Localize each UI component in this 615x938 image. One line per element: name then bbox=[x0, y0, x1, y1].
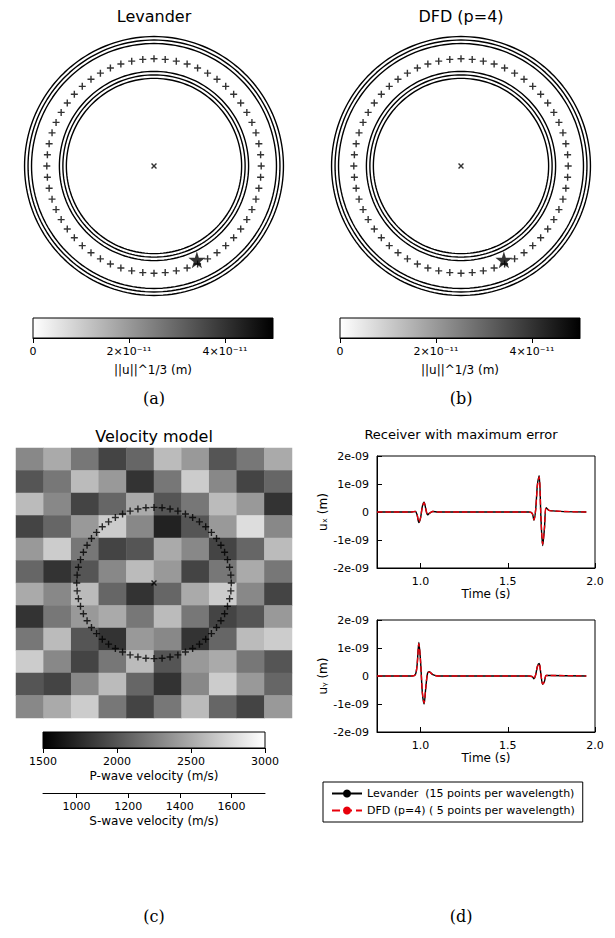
svg-text:3000: 3000 bbox=[251, 755, 279, 768]
svg-text:Levander (15 points per wavel: Levander (15 points per wavelength) bbox=[367, 787, 574, 800]
svg-text:4×10⁻¹¹: 4×10⁻¹¹ bbox=[203, 345, 248, 358]
svg-text:(a): (a) bbox=[143, 389, 165, 408]
svg-text:1e-09: 1e-09 bbox=[337, 478, 369, 491]
svg-text:2000: 2000 bbox=[103, 755, 131, 768]
svg-text:1200: 1200 bbox=[114, 800, 142, 813]
svg-text:2.0: 2.0 bbox=[586, 575, 604, 588]
svg-text:0: 0 bbox=[362, 670, 369, 683]
svg-text:(c): (c) bbox=[143, 907, 164, 926]
svg-text:P-wave velocity (m/s): P-wave velocity (m/s) bbox=[90, 769, 219, 783]
svg-text:S-wave velocity (m/s): S-wave velocity (m/s) bbox=[89, 814, 218, 828]
svg-text:||u||^1/3 (m): ||u||^1/3 (m) bbox=[114, 363, 192, 377]
svg-text:1.0: 1.0 bbox=[412, 739, 430, 752]
svg-text:2e-09: 2e-09 bbox=[337, 614, 369, 627]
svg-text:1.5: 1.5 bbox=[499, 739, 517, 752]
svg-text:0: 0 bbox=[362, 506, 369, 519]
svg-text:-2e-09: -2e-09 bbox=[333, 562, 369, 575]
svg-text:Levander: Levander bbox=[117, 7, 192, 26]
svg-text:0: 0 bbox=[337, 345, 344, 358]
svg-text:Time (s): Time (s) bbox=[461, 587, 511, 601]
svg-text:2e-09: 2e-09 bbox=[337, 450, 369, 463]
svg-text:uₓ (m): uₓ (m) bbox=[316, 493, 330, 531]
svg-text:1000: 1000 bbox=[63, 800, 91, 813]
svg-text:4×10⁻¹¹: 4×10⁻¹¹ bbox=[510, 345, 555, 358]
svg-text:-1e-09: -1e-09 bbox=[333, 534, 369, 547]
svg-text:uᵧ (m): uᵧ (m) bbox=[316, 658, 330, 695]
svg-text:2500: 2500 bbox=[177, 755, 205, 768]
svg-text:2×10⁻¹¹: 2×10⁻¹¹ bbox=[107, 345, 152, 358]
svg-text:1600: 1600 bbox=[217, 800, 245, 813]
svg-text:||u||^1/3 (m): ||u||^1/3 (m) bbox=[421, 363, 499, 377]
svg-text:-2e-09: -2e-09 bbox=[333, 726, 369, 739]
svg-text:0: 0 bbox=[30, 345, 37, 358]
svg-text:(b): (b) bbox=[450, 389, 473, 408]
svg-text:1e-09: 1e-09 bbox=[337, 642, 369, 655]
svg-text:1.0: 1.0 bbox=[412, 575, 430, 588]
svg-text:1.5: 1.5 bbox=[499, 575, 517, 588]
svg-text:Receiver with maximum error: Receiver with maximum error bbox=[364, 427, 558, 442]
svg-text:Time (s): Time (s) bbox=[461, 751, 511, 765]
svg-text:-1e-09: -1e-09 bbox=[333, 698, 369, 711]
svg-text:1500: 1500 bbox=[29, 755, 57, 768]
svg-text:(d): (d) bbox=[450, 907, 473, 926]
svg-text:Velocity model: Velocity model bbox=[95, 427, 213, 446]
svg-text:2.0: 2.0 bbox=[586, 739, 604, 752]
svg-text:1400: 1400 bbox=[166, 800, 194, 813]
svg-text:2×10⁻¹¹: 2×10⁻¹¹ bbox=[414, 345, 459, 358]
svg-text:DFD (p=4) ( 5 points per wavel: DFD (p=4) ( 5 points per wavelength) bbox=[367, 804, 575, 817]
svg-text:DFD (p=4): DFD (p=4) bbox=[418, 7, 503, 26]
